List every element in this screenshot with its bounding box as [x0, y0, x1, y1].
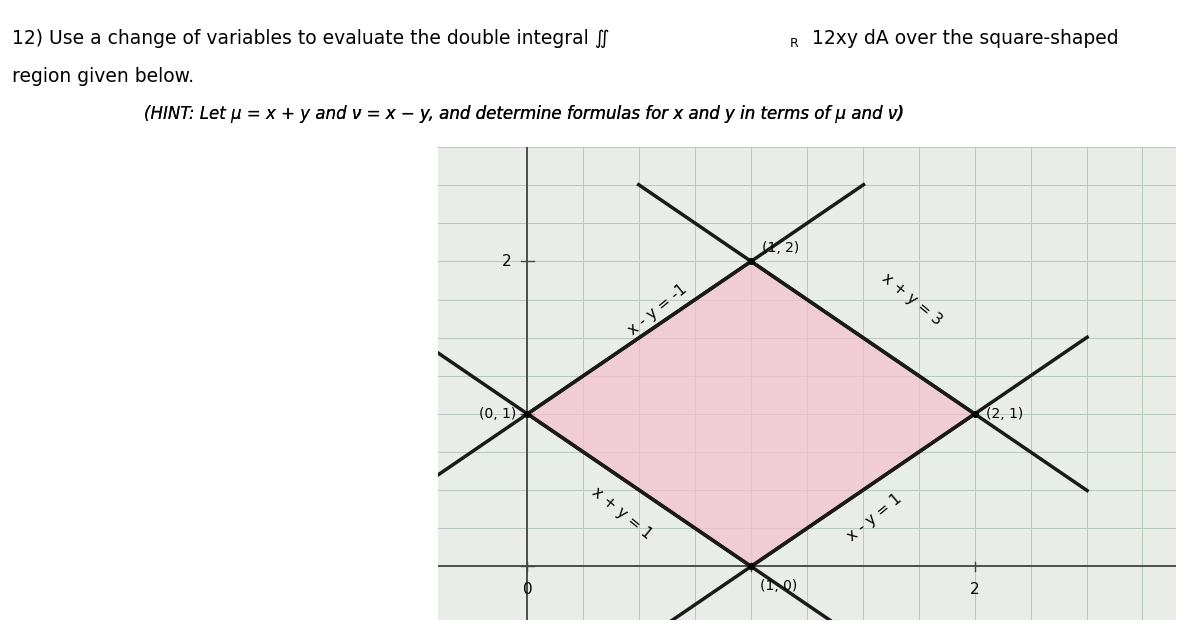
Text: 2: 2: [502, 254, 512, 269]
Text: x + y = 3: x + y = 3: [880, 271, 944, 328]
Text: x - y = -1: x - y = -1: [625, 282, 689, 339]
Text: (1, 2): (1, 2): [762, 242, 799, 255]
Text: 2: 2: [970, 581, 979, 597]
Text: R: R: [790, 37, 798, 50]
Text: (HINT: Let μ = x + y and ν = x − y, and determine formulas for x and y in terms : (HINT: Let μ = x + y and ν = x − y, and …: [144, 105, 904, 123]
Text: (0, 1): (0, 1): [479, 407, 516, 421]
Text: 12xy dA over the square-shaped: 12xy dA over the square-shaped: [806, 29, 1120, 48]
Text: region given below.: region given below.: [12, 67, 194, 86]
Text: 0: 0: [523, 581, 533, 597]
Text: 12) Use a change of variables to evaluate the double integral ∬: 12) Use a change of variables to evaluat…: [12, 29, 610, 48]
Text: x - y = 1: x - y = 1: [844, 491, 904, 544]
Text: (1, 0): (1, 0): [760, 579, 797, 592]
Text: x + y = 1: x + y = 1: [588, 484, 654, 542]
Text: (2, 1): (2, 1): [986, 407, 1024, 421]
Text: (HINT: Let u = x + y and v = x − y, and determine formulas for x and y in terms : (HINT: Let u = x + y and v = x − y, and …: [144, 105, 905, 123]
